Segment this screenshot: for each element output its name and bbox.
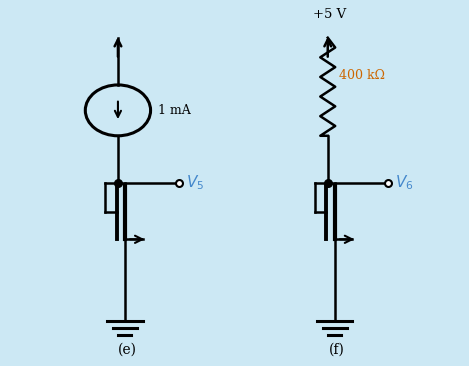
Text: $V_5$: $V_5$ xyxy=(186,173,204,193)
Text: 400 kΩ: 400 kΩ xyxy=(340,69,386,82)
Text: (f): (f) xyxy=(329,343,345,357)
Text: $V_6$: $V_6$ xyxy=(395,173,414,193)
Text: 1 mA: 1 mA xyxy=(158,104,190,117)
Text: +5 V: +5 V xyxy=(313,8,347,20)
Text: (e): (e) xyxy=(118,343,137,357)
